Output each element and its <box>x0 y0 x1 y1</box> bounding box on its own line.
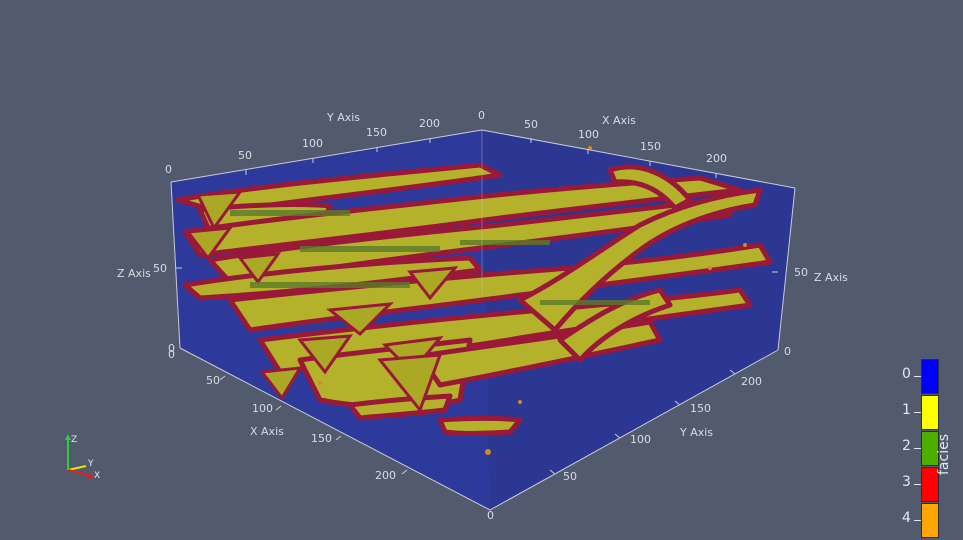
axis-ticks <box>176 138 778 475</box>
orientation-axes-widget[interactable]: Z Y X <box>58 430 108 485</box>
legend-swatch-1 <box>921 395 939 430</box>
x-axis-bottom-tick: 150 <box>311 432 332 445</box>
legend-swatch-4 <box>921 503 939 538</box>
box-top-edges <box>170 129 796 189</box>
y-axis-bottom-tick: 200 <box>741 375 762 388</box>
channel-body <box>517 187 763 333</box>
z-axis-right-title: Z Axis <box>814 271 848 284</box>
x-axis-bottom-tick: 200 <box>375 469 396 482</box>
orientation-x-label: X <box>94 471 100 481</box>
x-axis-top-tick: 0 <box>478 109 485 122</box>
legend-label-1: 1 <box>902 402 911 418</box>
legend-label-0: 0 <box>902 366 911 382</box>
z-axis-right-tick: 50 <box>794 266 808 279</box>
x-axis-top-tick: 200 <box>706 152 727 165</box>
box-edge <box>777 187 796 351</box>
channel-section <box>195 190 244 231</box>
y-axis-bottom-tick: 150 <box>690 402 711 415</box>
bounding-box <box>170 129 796 511</box>
box-edge <box>489 349 779 511</box>
channel-section <box>407 266 459 301</box>
channel-section <box>326 302 395 337</box>
facies-speck <box>743 243 747 247</box>
channel-body <box>182 175 743 258</box>
channel-body <box>347 393 453 421</box>
channel-section <box>297 334 354 375</box>
facies-speck <box>708 266 712 270</box>
y-axis-top-title: Y Axis <box>326 111 360 124</box>
facies-patch <box>540 300 650 305</box>
x-axis-top-tick: 100 <box>578 128 599 141</box>
x-axis-top-title: X Axis <box>602 114 636 127</box>
legend-label-3: 3 <box>902 474 911 490</box>
legend-tick <box>914 376 921 377</box>
facies-patch <box>300 246 440 252</box>
channel-section <box>237 252 282 285</box>
facies-patch <box>250 282 410 288</box>
channel-section <box>185 226 234 261</box>
y-axis-top-tick: 150 <box>366 126 387 139</box>
facies-patch <box>460 240 550 245</box>
y-axis-top-tick: 50 <box>238 149 252 162</box>
orange-facies-specks <box>318 146 747 455</box>
green-facies-patches <box>230 210 650 305</box>
legend-tick <box>914 412 921 413</box>
legend-label-2: 2 <box>902 438 911 454</box>
legend-tick <box>914 484 921 485</box>
legend-swatch-2 <box>921 431 939 466</box>
facies-speck <box>518 400 522 404</box>
channel-section <box>377 353 443 414</box>
y-axis-top-tick: 100 <box>302 137 323 150</box>
z-axis-left-title: Z Axis <box>117 267 151 280</box>
channel-body <box>557 287 673 363</box>
legend-swatch-3 <box>921 467 939 502</box>
legend-label-4: 4 <box>902 510 911 526</box>
facies-speck <box>588 146 592 150</box>
channel-cross-sections <box>185 190 459 414</box>
channel-body <box>175 162 503 215</box>
box-edge <box>170 181 181 349</box>
facies-patch <box>230 210 350 216</box>
x-axis-bottom-tick: 50 <box>206 374 220 387</box>
channel-section <box>259 366 303 401</box>
legend-tick <box>914 448 921 449</box>
legend-title: facies <box>936 433 952 475</box>
legend-tick <box>914 520 921 521</box>
x-axis-top-tick: 50 <box>524 118 538 131</box>
legend-swatch-0 <box>921 359 939 394</box>
orientation-z-label: Z <box>71 435 77 445</box>
x-axis-bottom-tick: 100 <box>252 402 273 415</box>
x-axis-bottom-title: X Axis <box>250 425 284 438</box>
z-axis-left-tick: 50 <box>153 262 167 275</box>
facies-speck <box>318 381 322 385</box>
box-edge <box>179 347 491 511</box>
x-axis-bottom-tick: 0 <box>168 348 175 361</box>
channel-body <box>437 416 523 436</box>
y-axis-top-tick: 200 <box>419 117 440 130</box>
x-axis-top-tick: 150 <box>640 140 661 153</box>
facies-speck <box>485 449 491 455</box>
y-axis-top-tick: 0 <box>165 163 172 176</box>
y-axis-bottom-title: Y Axis <box>679 426 713 439</box>
channel-body <box>607 164 693 211</box>
y-axis-bottom-tick: 100 <box>630 433 651 446</box>
z-axis-right-tick: 0 <box>784 345 791 358</box>
y-axis-bottom-tick: 50 <box>563 470 577 483</box>
facies-legend[interactable]: 0 1 2 3 4 facies <box>896 356 963 540</box>
y-axis-bottom-tick: 0 <box>487 509 494 522</box>
orientation-y-label: Y <box>87 459 94 469</box>
z-axis-left-tick: 0 <box>168 342 175 355</box>
